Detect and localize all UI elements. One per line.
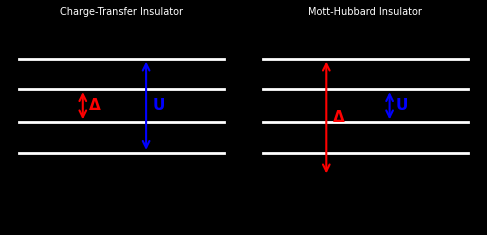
Text: Charge-Transfer Insulator: Charge-Transfer Insulator <box>60 7 183 17</box>
Text: U: U <box>152 98 165 113</box>
Text: Δ: Δ <box>89 98 101 113</box>
Text: Mott-Hubbard Insulator: Mott-Hubbard Insulator <box>308 7 422 17</box>
Text: Δ: Δ <box>333 110 344 125</box>
Text: U: U <box>396 98 408 113</box>
